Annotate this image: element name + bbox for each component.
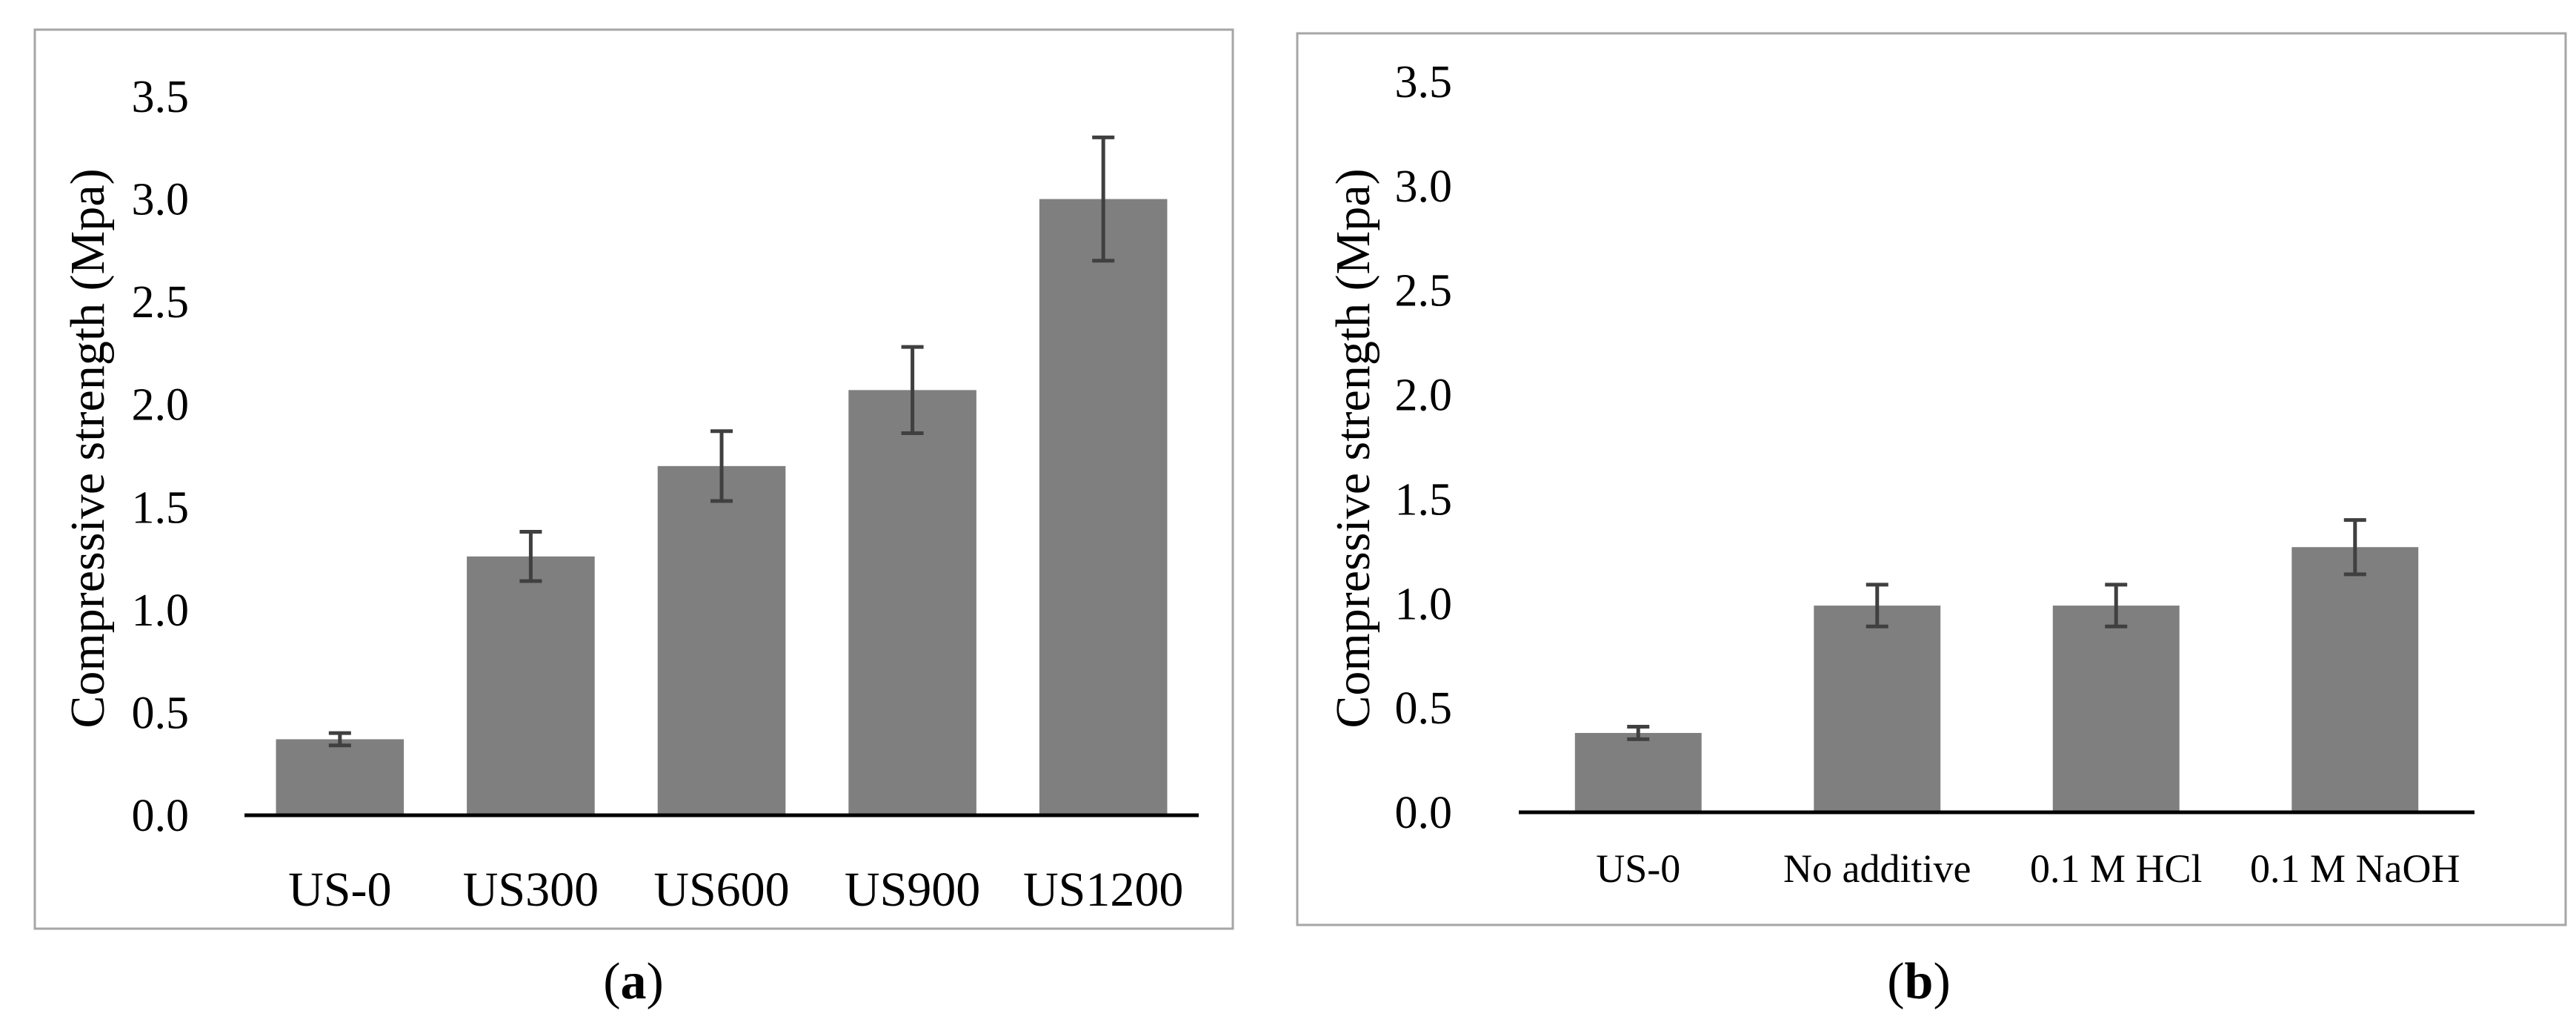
chart-a-y-tick-label: 3.0	[132, 175, 190, 225]
chart-a-x-tick-label: US1200	[1023, 863, 1183, 917]
chart-a-y-tick-label: 0.5	[132, 688, 190, 738]
chart-b-y-tick-label: 2.5	[1395, 266, 1453, 316]
chart-b-x-tick-label: 0.1 M HCl	[2030, 846, 2203, 891]
chart-a-x-tick-label: US-0	[288, 863, 391, 917]
chart-a-error-bar	[710, 429, 733, 503]
chart-a-y-tick-label: 3.5	[132, 72, 190, 122]
chart-a-bar	[848, 390, 976, 815]
chart-b-y-tick-label: 0.5	[1395, 683, 1453, 734]
chart-b-bar	[2292, 547, 2419, 812]
chart-b-y-tick-label: 3.5	[1395, 57, 1453, 107]
chart-b-x-tick-label: 0.1 M NaOH	[2250, 846, 2460, 891]
chart-b-error-bar	[2343, 518, 2366, 577]
chart-a-bar	[657, 465, 786, 815]
chart-b-y-tick-label: 0.0	[1395, 788, 1453, 838]
chart-b-y-tick-label: 1.0	[1395, 579, 1453, 629]
chart-a-x-tick-label: US300	[463, 863, 599, 917]
chart-b-error-bar	[1627, 724, 1650, 741]
panel-b: 0.0 0.5 1.0 1.5 2.0 2.5 3.0 3.5 US-0 No additive 0…	[1296, 32, 2567, 1010]
chart-a-y-tick-label: 0.0	[132, 791, 190, 841]
chart-b: 0.0 0.5 1.0 1.5 2.0 2.5 3.0 3.5 US-0 No additive 0…	[1395, 57, 2475, 891]
chart-b-x-tick-label: US-0	[1596, 846, 1680, 891]
chart-b-y-tick-label: 3.0	[1395, 162, 1453, 212]
chart-b-bar	[2052, 606, 2180, 812]
chart-a: 0.0 0.5 1.0 1.5 2.0 2.5 3.0 3.5 US-0 US300 US600 US…	[132, 72, 1199, 917]
chart-b-y-axis-title: Compressive strength (Mpa)	[1326, 168, 1380, 728]
chart-a-y-tick-label: 2.5	[132, 277, 190, 328]
chart-a-bar	[1039, 199, 1168, 816]
chart-a-x-tick-label: US600	[653, 863, 789, 917]
chart-b-x-tick-label: No additive	[1783, 846, 1971, 891]
chart-b-y-tick-label: 1.5	[1395, 474, 1453, 525]
chart-a-y-tick-label: 1.5	[132, 482, 190, 533]
panel-a-frame	[33, 28, 1234, 930]
chart-b-error-bar	[2105, 583, 2128, 628]
chart-a-y-tick-label: 1.0	[132, 586, 190, 636]
panel-b-caption: (b)	[1887, 953, 1951, 1010]
chart-a-y-tick-label: 2.0	[132, 380, 190, 431]
chart-a-bar	[467, 556, 595, 815]
chart-a-x-tick-label: US900	[845, 863, 980, 917]
chart-b-error-bar	[1866, 583, 1888, 628]
chart-a-error-bar	[1092, 135, 1115, 263]
chart-a-error-bar	[901, 345, 924, 436]
chart-a-error-bar	[519, 530, 542, 583]
panel-a-caption: (a)	[603, 953, 664, 1010]
chart-b-y-tick-label: 2.0	[1395, 371, 1453, 421]
chart-b-bar	[1814, 606, 1941, 812]
chart-a-bar	[276, 739, 405, 815]
panel-a: 0.0 0.5 1.0 1.5 2.0 2.5 3.0 3.5 US-0 US300 US600 US…	[33, 28, 1234, 1010]
chart-a-error-bar	[328, 731, 351, 748]
chart-a-y-axis-title: Compressive strength (Mpa)	[61, 168, 115, 728]
chart-b-bar	[1574, 732, 1702, 812]
